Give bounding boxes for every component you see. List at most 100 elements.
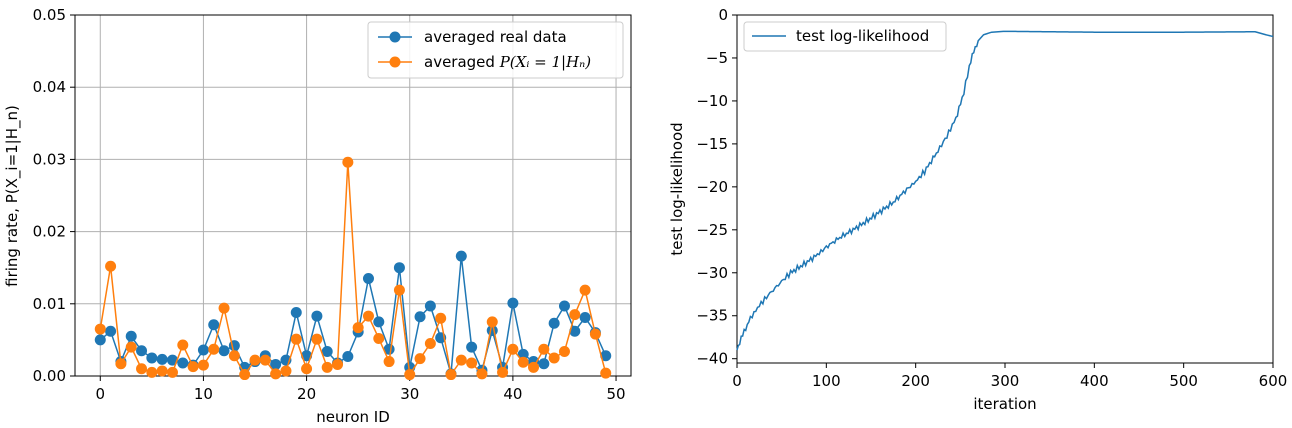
left-data-point bbox=[197, 344, 209, 356]
left-data-point bbox=[94, 334, 106, 346]
left-y-tick-label: 0.03 bbox=[33, 150, 66, 168]
left-data-point bbox=[383, 356, 395, 368]
left-data-point bbox=[146, 366, 158, 378]
left-data-point bbox=[558, 300, 570, 312]
left-data-point bbox=[538, 358, 550, 370]
legend-real-label: averaged real data bbox=[424, 28, 567, 46]
left-data-point bbox=[166, 366, 178, 378]
left-data-point bbox=[548, 317, 560, 329]
left-data-point bbox=[600, 367, 612, 379]
left-data-point bbox=[424, 338, 436, 350]
left-data-point bbox=[569, 309, 581, 321]
left-data-point bbox=[218, 302, 230, 314]
right-y-tick-label: −20 bbox=[696, 178, 728, 196]
left-data-point bbox=[280, 365, 292, 377]
left-data-point bbox=[414, 353, 426, 365]
right-x-axis-label: iteration bbox=[973, 395, 1036, 413]
left-data-point bbox=[373, 332, 385, 344]
right-y-axis-label: test log-likelihood bbox=[668, 122, 686, 255]
left-data-point bbox=[177, 339, 189, 351]
left-data-point bbox=[486, 316, 498, 328]
left-x-axis: 0 10 20 30 40 50 bbox=[95, 376, 626, 403]
left-data-point bbox=[228, 350, 240, 362]
left-data-point bbox=[115, 358, 127, 370]
left-data-point bbox=[105, 325, 117, 337]
left-data-point bbox=[125, 341, 137, 353]
left-series-1 bbox=[94, 156, 612, 381]
left-legend: averaged real data averaged P(Xᵢ = 1|Hₙ) bbox=[367, 21, 624, 79]
right-plot-frame bbox=[736, 14, 1274, 364]
right-y-tick-label: −10 bbox=[696, 92, 728, 110]
left-data-point bbox=[321, 361, 333, 373]
left-data-point bbox=[362, 273, 374, 285]
left-data-point bbox=[589, 328, 601, 340]
left-data-point bbox=[197, 359, 209, 371]
left-y-tick-label: 0.02 bbox=[33, 223, 66, 241]
right-legend: test log-likelihood bbox=[743, 21, 947, 52]
legend-model-marker bbox=[389, 56, 401, 68]
left-data-point bbox=[466, 341, 478, 353]
left-data-point bbox=[393, 284, 405, 296]
left-data-point bbox=[218, 345, 230, 357]
left-data-point bbox=[321, 345, 333, 357]
left-data-point bbox=[579, 312, 591, 324]
right-series-line bbox=[736, 30, 1274, 351]
right-x-axis: 0 100 200 300 400 500 600 bbox=[732, 363, 1287, 390]
left-x-tick-label: 50 bbox=[606, 385, 625, 403]
left-data-point bbox=[528, 361, 540, 373]
left-data-point bbox=[270, 358, 282, 370]
right-series bbox=[736, 30, 1274, 351]
left-data-point bbox=[600, 350, 612, 362]
left-x-tick-label: 10 bbox=[194, 385, 213, 403]
left-data-point bbox=[187, 361, 199, 373]
left-data-point bbox=[146, 352, 158, 364]
left-data-point bbox=[177, 357, 189, 369]
left-data-point bbox=[373, 316, 385, 328]
left-data-point bbox=[393, 262, 405, 274]
left-y-tick-label: 0.04 bbox=[33, 78, 66, 96]
left-x-axis-label: neuron ID bbox=[316, 408, 390, 426]
left-data-point bbox=[352, 322, 364, 334]
left-data-point bbox=[466, 357, 478, 369]
left-data-point bbox=[290, 333, 302, 345]
left-data-point bbox=[301, 363, 313, 375]
left-data-point bbox=[311, 310, 323, 322]
legend-real-marker bbox=[389, 31, 401, 43]
left-data-point bbox=[156, 365, 168, 377]
left-x-tick-label: 0 bbox=[95, 385, 105, 403]
left-data-point bbox=[342, 156, 354, 168]
right-chart: 0 100 200 300 400 500 600 0 −5 −10 −15 −20 −25 −30 −3… bbox=[668, 6, 1287, 413]
left-data-point bbox=[208, 319, 220, 331]
right-x-tick-label: 600 bbox=[1259, 372, 1288, 390]
left-x-tick-label: 40 bbox=[503, 385, 522, 403]
right-x-tick-label: 100 bbox=[812, 372, 841, 390]
left-data-point bbox=[156, 353, 168, 365]
left-y-axis: 0.00 0.01 0.02 0.03 0.04 0.05 bbox=[33, 6, 75, 385]
left-series bbox=[94, 156, 612, 381]
left-data-point bbox=[476, 368, 488, 380]
right-x-tick-label: 0 bbox=[732, 372, 742, 390]
right-x-tick-label: 400 bbox=[1080, 372, 1109, 390]
left-data-point bbox=[435, 312, 447, 324]
left-legend-box bbox=[367, 21, 624, 79]
left-data-point bbox=[445, 369, 457, 381]
left-data-point bbox=[517, 356, 529, 368]
left-data-point bbox=[259, 354, 271, 366]
left-x-tick-label: 30 bbox=[400, 385, 419, 403]
left-data-point bbox=[404, 369, 416, 381]
left-data-point bbox=[125, 330, 137, 342]
left-data-point bbox=[362, 310, 374, 322]
left-y-tick-label: 0.05 bbox=[33, 6, 66, 24]
right-y-tick-label: −15 bbox=[696, 135, 728, 153]
right-y-tick-label: −5 bbox=[706, 49, 728, 67]
right-y-tick-label: −40 bbox=[696, 350, 728, 368]
left-data-point bbox=[342, 351, 354, 363]
right-x-tick-label: 500 bbox=[1169, 372, 1198, 390]
legend-model-label-math: P(Xᵢ = 1|Hₙ) bbox=[499, 53, 592, 71]
left-data-point bbox=[136, 345, 148, 357]
left-data-point bbox=[455, 250, 467, 262]
left-data-point bbox=[538, 343, 550, 355]
left-y-tick-label: 0.00 bbox=[33, 367, 66, 385]
right-legend-box bbox=[743, 21, 947, 52]
